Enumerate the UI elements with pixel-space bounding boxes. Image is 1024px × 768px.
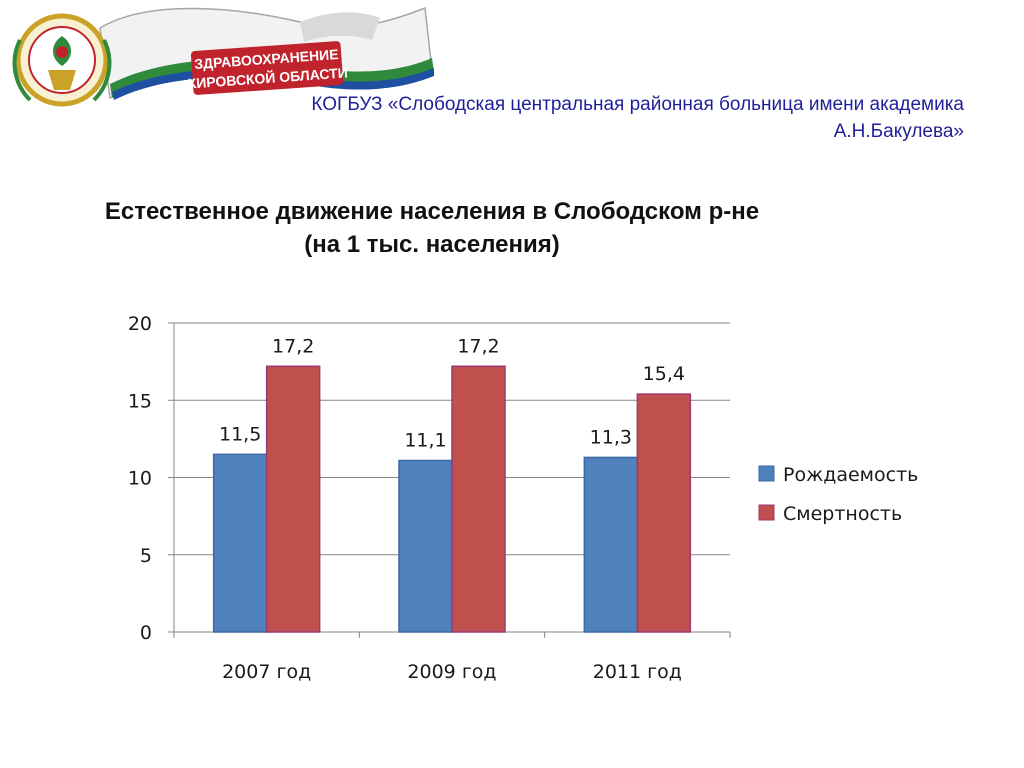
legend-label: Рождаемость [783, 464, 918, 486]
x-category-label: 2011 год [593, 661, 682, 683]
bar-death-rate [636, 393, 692, 633]
y-tick-label: 15 [128, 390, 152, 412]
emblem-icon [12, 13, 112, 107]
data-label: 11,5 [219, 423, 261, 445]
x-category-label: 2007 год [222, 661, 311, 683]
chart-title-line1: Естественное движение населения в Слобод… [104, 198, 760, 225]
legend-swatch [758, 504, 775, 521]
legend-label: Смертность [783, 503, 902, 525]
chart-title-line2: (на 1 тыс. населения) [304, 231, 560, 258]
x-category-label: 2009 год [407, 661, 496, 683]
y-tick-label: 0 [140, 622, 152, 644]
data-label: 11,3 [590, 426, 632, 448]
legend-swatch [758, 465, 775, 482]
data-label: 15,4 [643, 363, 685, 385]
bar-death-rate [451, 365, 506, 633]
bar-birth-rate [583, 456, 639, 633]
y-tick-label: 10 [128, 468, 152, 490]
data-label: 17,2 [457, 335, 499, 357]
bar-birth-rate [398, 459, 453, 633]
ribbon-green-band [110, 58, 434, 98]
red-logo-plate [190, 41, 344, 95]
organization-name-line2: А.Н.Бакулева» [833, 121, 964, 142]
bar-death-rate [265, 365, 321, 633]
y-tick-label: 20 [128, 313, 152, 335]
organization-name-line1: КОГБУЗ «Слободская центральная районная … [311, 94, 964, 115]
bar-birth-rate [212, 453, 268, 633]
health-logo-banner: ЗДРАВООХРАНЕНИЕ КИРОВСКОЙ ОБЛАСТИ [12, 6, 434, 107]
data-label: 17,2 [272, 335, 314, 357]
data-label: 11,1 [404, 430, 446, 452]
ribbon-fold [300, 12, 380, 42]
y-tick-label: 5 [140, 545, 152, 567]
